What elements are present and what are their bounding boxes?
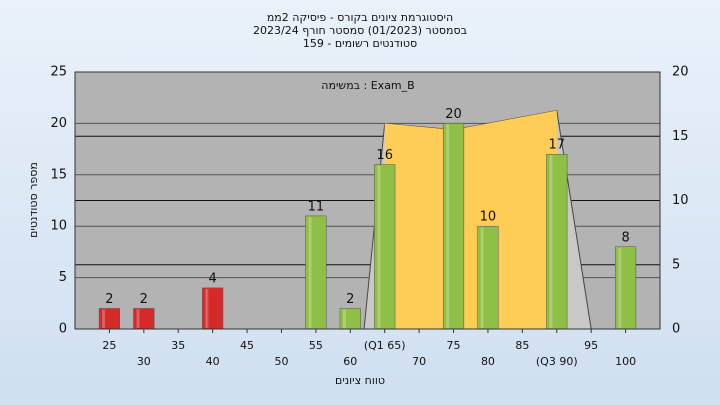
data-label: 20 — [445, 107, 462, 122]
bar-shine — [480, 227, 484, 328]
y-tick-label: 25 — [50, 65, 67, 80]
y2-tick-label: 5 — [672, 257, 680, 272]
x-tick-label: (Q1 65) — [364, 339, 406, 352]
y-axis-label: מספר סטודנטים — [27, 162, 40, 238]
x-tick-label: 25 — [102, 339, 116, 352]
data-label: 2 — [105, 292, 113, 307]
y-tick-label: 15 — [50, 167, 67, 182]
area — [384, 110, 557, 329]
y2-tick-label: 20 — [672, 65, 689, 80]
x-tick-label: 95 — [584, 339, 598, 352]
y-tick-label: 5 — [59, 270, 67, 285]
x-tick-label: 75 — [447, 339, 461, 352]
bar-shine — [549, 155, 553, 328]
y-tick-label: 10 — [50, 219, 67, 234]
data-label: 10 — [480, 210, 497, 225]
y2-tick-label: 15 — [672, 129, 689, 144]
data-label: 8 — [621, 230, 629, 245]
y2-tick-label: 0 — [672, 322, 680, 337]
x-tick-label: 70 — [412, 355, 426, 368]
x-tick-label: 60 — [343, 355, 357, 368]
bar-shine — [618, 247, 622, 328]
x-tick-label: 80 — [481, 355, 495, 368]
data-label: 17 — [548, 138, 565, 153]
data-label: 16 — [376, 148, 393, 163]
data-label: 4 — [209, 271, 217, 286]
bar-shine — [342, 309, 346, 328]
bar-shine — [308, 216, 312, 328]
chart-title: היסטוגרמת ציונים בקורס - פיסיקה 2ממ — [267, 11, 453, 24]
x-tick-label: 55 — [309, 339, 323, 352]
x-tick-label: 30 — [137, 355, 151, 368]
x-tick-label: 40 — [206, 355, 220, 368]
bar-shine — [102, 309, 106, 328]
x-tick-label: 50 — [274, 355, 288, 368]
bar-shine — [205, 288, 209, 328]
x-tick-label: 85 — [515, 339, 529, 352]
plot-frame — [74, 71, 661, 330]
subtitle: בסמסטר (01/2023) סמסטר חורף 2023/24 — [253, 24, 467, 37]
y-tick-label: 0 — [59, 322, 67, 337]
x-tick-label: 45 — [240, 339, 254, 352]
x-axis-label: טווח ציונים — [335, 374, 385, 387]
x-tick-label: 100 — [615, 355, 636, 368]
x-tick-label: (Q3 90) — [536, 355, 578, 368]
x-tick-label: 35 — [171, 339, 185, 352]
data-label: 11 — [308, 199, 325, 214]
bar-shine — [136, 309, 140, 328]
annotation: במשימה : Exam_B — [321, 79, 414, 92]
bar-shine — [446, 124, 450, 329]
subtitle: סטודנטים רשומים - 159 — [303, 37, 417, 50]
bar-shine — [377, 165, 381, 328]
data-label: 2 — [140, 292, 148, 307]
y-tick-label: 20 — [50, 116, 67, 131]
y2-tick-label: 10 — [672, 193, 689, 208]
data-label: 2 — [346, 292, 354, 307]
